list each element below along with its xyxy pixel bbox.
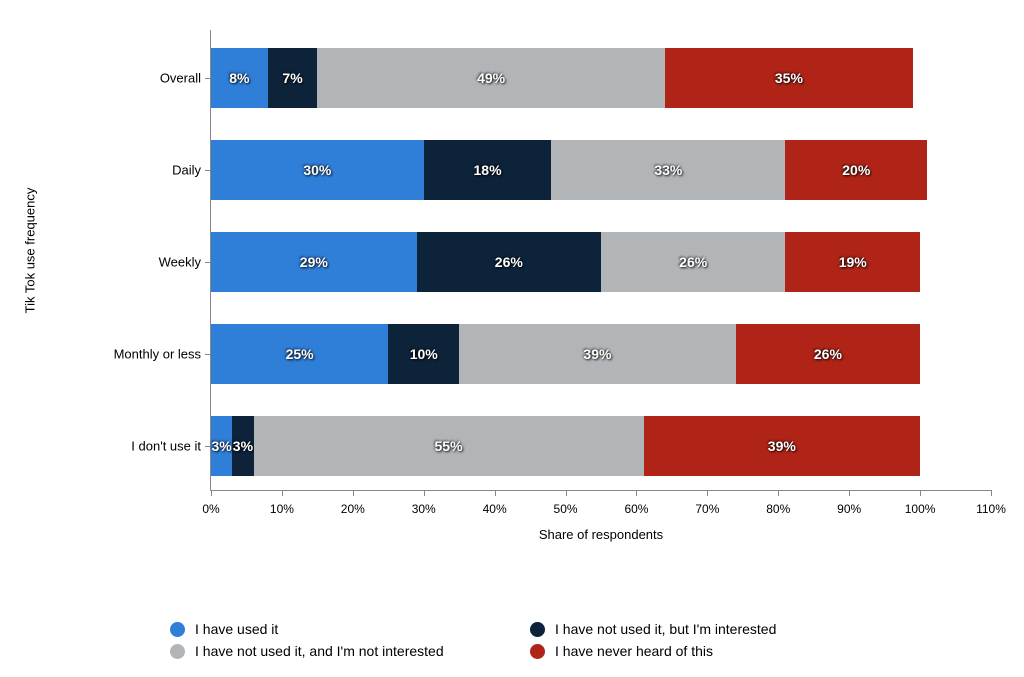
bar-value-label: 39% — [768, 438, 796, 454]
bar-value-label: 10% — [410, 346, 438, 362]
x-tick — [636, 490, 637, 496]
bar-segment: 25% — [211, 324, 388, 384]
bar-value-label: 33% — [654, 162, 682, 178]
bar-value-label: 30% — [303, 162, 331, 178]
bar-row: Overall8%7%49%35% — [211, 48, 991, 108]
bar-segment: 39% — [459, 324, 736, 384]
bar-segment: 26% — [417, 232, 601, 292]
bar-value-label: 20% — [842, 162, 870, 178]
bar-segment: 26% — [601, 232, 785, 292]
x-tick-label: 30% — [412, 502, 436, 516]
category-label: Daily — [31, 163, 201, 178]
bar-segment: 49% — [317, 48, 664, 108]
x-tick — [282, 490, 283, 496]
bar-value-label: 3% — [233, 438, 253, 454]
bar-row: I don't use it3%3%55%39% — [211, 416, 991, 476]
bar-segment: 8% — [211, 48, 268, 108]
bar-segment: 29% — [211, 232, 417, 292]
legend-swatch — [530, 644, 545, 659]
chart-container: Tik Tok use frequency Share of responden… — [20, 10, 1004, 570]
x-tick-label: 20% — [341, 502, 365, 516]
bar-segment: 3% — [211, 416, 232, 476]
bar-row: Daily30%18%33%20% — [211, 140, 991, 200]
x-tick-label: 100% — [905, 502, 936, 516]
bar-value-label: 7% — [282, 70, 302, 86]
legend-swatch — [170, 622, 185, 637]
bar-value-label: 8% — [229, 70, 249, 86]
legend-item: I have never heard of this — [530, 643, 890, 659]
bar-value-label: 18% — [474, 162, 502, 178]
x-tick-label: 0% — [202, 502, 219, 516]
x-tick — [424, 490, 425, 496]
legend-item: I have not used it, and I'm not interest… — [170, 643, 530, 659]
bar-segment: 20% — [785, 140, 927, 200]
legend-label: I have never heard of this — [555, 643, 713, 659]
x-tick-label: 80% — [766, 502, 790, 516]
x-tick-label: 70% — [695, 502, 719, 516]
bar-segment: 33% — [551, 140, 785, 200]
x-tick-label: 110% — [976, 502, 1006, 516]
x-tick — [707, 490, 708, 496]
bar-value-label: 25% — [286, 346, 314, 362]
category-label: Overall — [31, 71, 201, 86]
bar-segment: 26% — [736, 324, 920, 384]
legend-item: I have not used it, but I'm interested — [530, 621, 890, 637]
bar-value-label: 26% — [679, 254, 707, 270]
bar-segment: 55% — [254, 416, 644, 476]
y-axis-title: Tik Tok use frequency — [23, 187, 38, 313]
x-tick — [211, 490, 212, 496]
bar-value-label: 55% — [435, 438, 463, 454]
bar-value-label: 26% — [814, 346, 842, 362]
bar-segment: 3% — [232, 416, 253, 476]
legend-label: I have used it — [195, 621, 278, 637]
legend-item: I have used it — [170, 621, 530, 637]
x-tick — [991, 490, 992, 496]
legend-label: I have not used it, but I'm interested — [555, 621, 776, 637]
plot-area: Share of respondents 0%10%20%30%40%50%60… — [210, 30, 991, 491]
bar-value-label: 26% — [495, 254, 523, 270]
x-tick-label: 10% — [270, 502, 294, 516]
bar-segment: 35% — [665, 48, 913, 108]
bar-value-label: 35% — [775, 70, 803, 86]
x-tick-label: 60% — [624, 502, 648, 516]
x-tick — [353, 490, 354, 496]
legend: I have used it I have not used it, but I'… — [170, 621, 890, 665]
bar-value-label: 29% — [300, 254, 328, 270]
x-tick-label: 90% — [837, 502, 861, 516]
x-tick — [495, 490, 496, 496]
legend-swatch — [170, 644, 185, 659]
bar-segment: 18% — [424, 140, 552, 200]
bar-segment: 7% — [268, 48, 318, 108]
x-tick — [778, 490, 779, 496]
bar-segment: 39% — [644, 416, 921, 476]
category-label: Monthly or less — [31, 347, 201, 362]
x-tick — [920, 490, 921, 496]
x-tick-label: 50% — [554, 502, 578, 516]
bar-row: Weekly29%26%26%19% — [211, 232, 991, 292]
x-tick — [566, 490, 567, 496]
x-tick — [849, 490, 850, 496]
bar-segment: 30% — [211, 140, 424, 200]
bar-row: Monthly or less25%10%39%26% — [211, 324, 991, 384]
category-label: I don't use it — [31, 439, 201, 454]
x-axis-title: Share of respondents — [539, 527, 663, 542]
bar-segment: 10% — [388, 324, 459, 384]
bar-value-label: 3% — [212, 438, 232, 454]
bar-value-label: 19% — [839, 254, 867, 270]
bar-segment: 19% — [785, 232, 920, 292]
x-tick-label: 40% — [483, 502, 507, 516]
category-label: Weekly — [31, 255, 201, 270]
legend-label: I have not used it, and I'm not interest… — [195, 643, 444, 659]
legend-swatch — [530, 622, 545, 637]
bar-value-label: 39% — [583, 346, 611, 362]
bar-value-label: 49% — [477, 70, 505, 86]
